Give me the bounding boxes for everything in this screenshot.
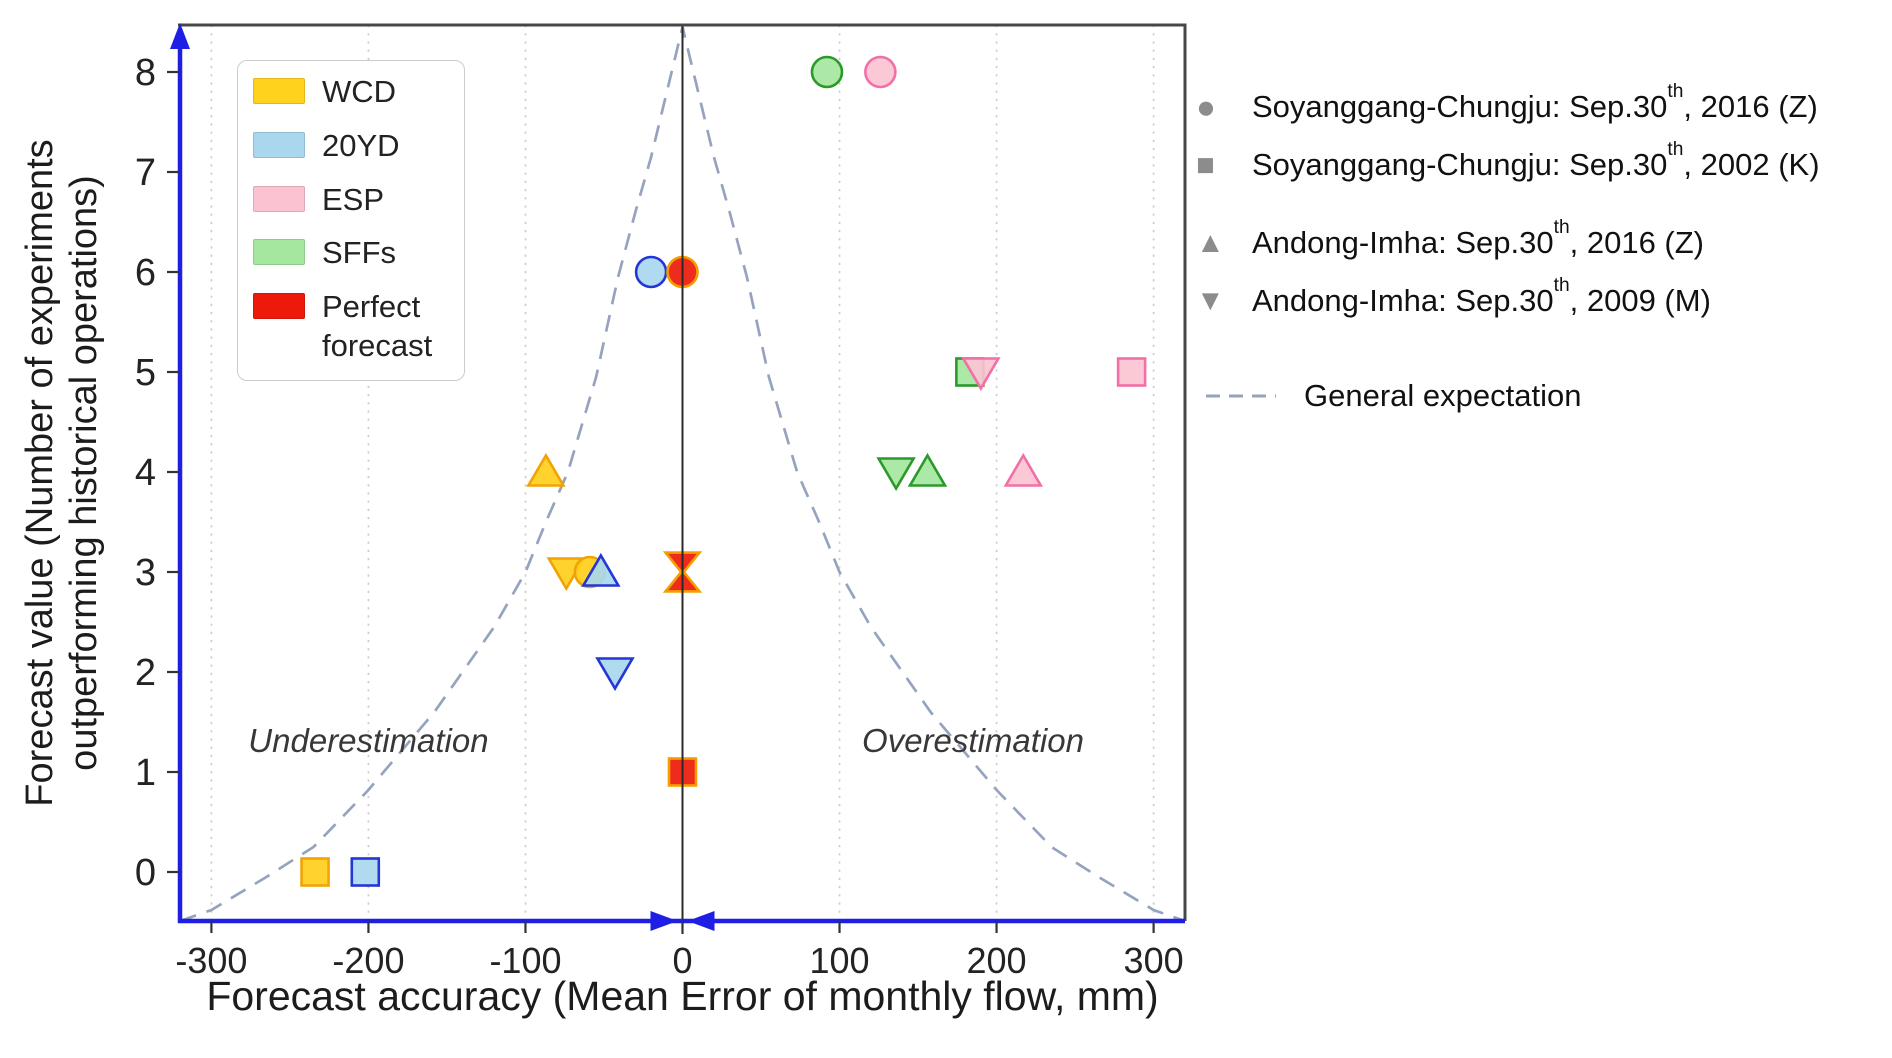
marker-esp-circle: [864, 55, 897, 89]
annotation-overestimation: Overestimation: [862, 722, 1084, 759]
y-tick-label: 4: [135, 452, 156, 494]
esp-swatch: [253, 185, 305, 212]
legend-item-label: Perfect forecast: [322, 289, 433, 363]
x-tick-label: -100: [489, 940, 561, 981]
legend-item-label: WCD: [322, 74, 397, 109]
legend-item-20yd: 20YD: [253, 127, 450, 166]
legend-item-sffs: SFFs: [253, 234, 450, 273]
legend-item-label: SFFs: [322, 235, 397, 271]
y-axis-title-line1: Forecast value (Number of experiments: [19, 139, 61, 806]
marker-20yd-circle: [634, 255, 668, 289]
site-legend-label: Soyanggang-Chungju: Sep.30th, 2016 (Z): [1252, 81, 1818, 124]
marker-sffs-triangle-up: [907, 452, 948, 487]
wcd-swatch: [253, 78, 305, 104]
legend-item-esp: ESP: [253, 181, 450, 220]
y-tick-label: 3: [135, 552, 156, 594]
y-tick-label: 7: [135, 152, 156, 194]
marker-wcd-square: [300, 857, 330, 887]
site-legend-item-andong-2016: ▲ Andong-Imha: Sep.30th, 2016 (Z): [1196, 217, 1705, 261]
site-legend-item-andong-2009: ▼ Andong-Imha: Sep.30th, 2009 (M): [1196, 275, 1711, 319]
marker-20yd-square: [350, 857, 381, 887]
marker-sffs-triangle-down: [876, 457, 916, 492]
y-tick-label: 8: [135, 52, 156, 94]
y-axis-title-line2: outperforming historical operations): [63, 175, 105, 771]
marker-20yd-triangle-up: [581, 552, 621, 587]
marker-esp-square: [1116, 357, 1147, 387]
marker-20yd-triangle-down: [595, 657, 635, 692]
y-tick-label: 5: [135, 352, 156, 394]
site-legend-item-soyanggang-2016: ● Soyanggang-Chungju: Sep.30th, 2016 (Z): [1196, 81, 1818, 126]
x-axis-arrow-right: [687, 911, 715, 931]
y-tick-label: 6: [135, 252, 156, 294]
x-tick-label: -300: [175, 940, 247, 981]
perfect-forecast-swatch: [253, 293, 305, 319]
site-legend-label: Soyanggang-Chungju: Sep.30th, 2002 (K): [1252, 139, 1820, 182]
marker-wcd-triangle-up: [526, 452, 566, 487]
legend-item-label: ESP: [322, 181, 385, 217]
y-tick-label: 2: [135, 652, 156, 694]
method-legend: WCD 20YD ESP SFFs Perfect forecast: [237, 60, 465, 381]
x-tick-label: 100: [809, 940, 869, 981]
site-legend-label: Andong-Imha: Sep.30th, 2009 (M): [1252, 275, 1711, 318]
legend-item-wcd: WCD: [253, 73, 450, 112]
square-marker-icon: ■: [1196, 147, 1215, 182]
circle-marker-icon: ●: [1196, 88, 1216, 125]
x-axis-arrow-left: [650, 911, 678, 931]
marker-sffs-circle: [810, 55, 844, 89]
marker-esp-triangle-up: [1003, 452, 1044, 487]
y-axis-arrow: [170, 23, 190, 49]
x-axis-title: Forecast accuracy (Mean Error of monthly…: [206, 973, 1158, 1019]
legend-item-perfect-forecast: Perfect forecast: [253, 288, 450, 366]
site-legend-item-soyanggang-2002: ■ Soyanggang-Chungju: Sep.30th, 2002 (K): [1196, 139, 1820, 183]
expectation-legend-item: General expectation: [1206, 378, 1581, 414]
x-tick-label: 200: [967, 940, 1027, 981]
20yd-swatch: [253, 131, 305, 158]
annotation-underestimation: Underestimation: [248, 722, 488, 759]
legend-item-label: 20YD: [322, 127, 400, 163]
x-tick-label: 0: [672, 940, 692, 981]
y-tick-label: 0: [135, 852, 156, 894]
y-tick-label: 1: [135, 752, 156, 794]
triangle-down-marker-icon: ▼: [1196, 284, 1225, 317]
marker-esp-triangle-down: [961, 357, 1001, 392]
site-legend-label: Andong-Imha: Sep.30th, 2016 (Z): [1252, 217, 1705, 260]
x-tick-label: -200: [332, 940, 404, 981]
expectation-legend-label: General expectation: [1304, 378, 1582, 413]
x-tick-label: 300: [1124, 940, 1184, 981]
triangle-up-marker-icon: ▲: [1196, 226, 1225, 259]
sffs-swatch: [253, 239, 305, 266]
dashed-line-icon: [1206, 394, 1276, 398]
